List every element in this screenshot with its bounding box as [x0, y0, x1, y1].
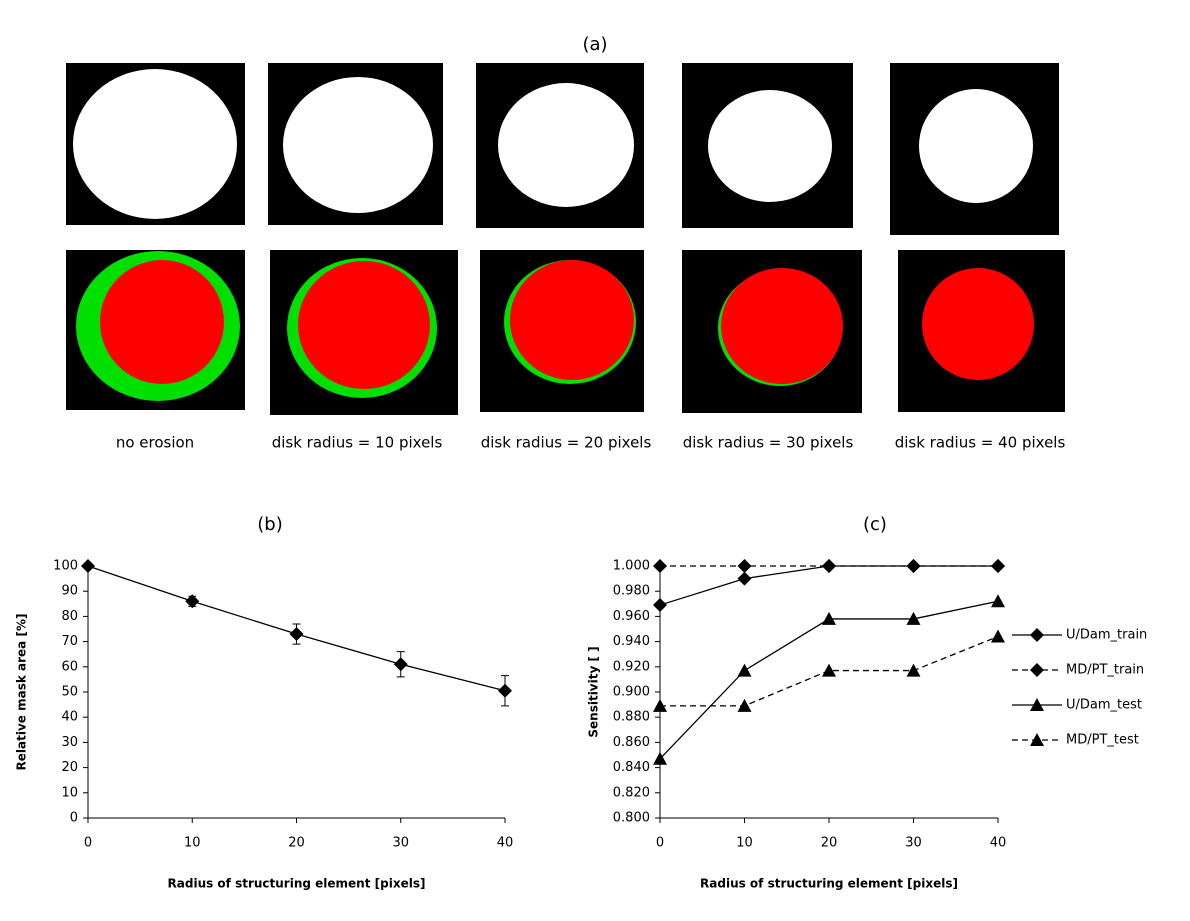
marker [81, 559, 95, 573]
y-tick-label: 10 [61, 785, 78, 800]
caption: disk radius = 20 pixels [481, 434, 652, 452]
marker [653, 598, 667, 612]
y-tick-label: 50 [61, 685, 78, 700]
y-tick-label: 20 [61, 760, 78, 775]
marker [185, 594, 199, 608]
x-tick-label: 40 [990, 836, 1007, 851]
y-tick-label: 60 [61, 659, 78, 674]
x-tick-label: 30 [392, 836, 409, 851]
marker [738, 559, 752, 573]
y-tick-label: 0.800 [613, 811, 650, 826]
chart-title: (c) [863, 514, 887, 535]
y-tick-label: 30 [61, 735, 78, 750]
y-tick-label: 100 [53, 559, 78, 574]
caption: disk radius = 10 pixels [272, 434, 443, 452]
mask [721, 268, 843, 384]
x-tick-label: 10 [736, 836, 753, 851]
x-tick-label: 10 [184, 836, 201, 851]
mask [73, 69, 237, 219]
y-tick-label: 0.980 [613, 584, 650, 599]
y-axis-label: Relative mask area [%] [15, 614, 29, 771]
marker [290, 627, 304, 641]
mask [498, 83, 634, 207]
marker [822, 559, 836, 573]
figure: (a) no erosion disk radius = 10 pixels dis… [0, 0, 1190, 921]
y-tick-label: 0.940 [613, 634, 650, 649]
y-tick-label: 90 [61, 584, 78, 599]
y-tick-label: 0.920 [613, 659, 650, 674]
marker [653, 559, 667, 573]
x-tick-label: 30 [905, 836, 922, 851]
x-axis-label: Radius of structuring element [pixels] [700, 877, 958, 891]
y-tick-label: 0.860 [613, 735, 650, 750]
marker [498, 684, 512, 698]
mask [298, 261, 430, 389]
marker [991, 559, 1005, 573]
chart-title: (b) [257, 514, 282, 535]
y-tick-label: 80 [61, 609, 78, 624]
panel-label: (a) [582, 34, 607, 55]
x-tick-label: 40 [497, 836, 514, 851]
marker [991, 594, 1005, 607]
x-tick-label: 0 [84, 836, 92, 851]
y-tick-label: 70 [61, 634, 78, 649]
caption: no erosion [116, 434, 194, 452]
caption: disk radius = 40 pixels [895, 434, 1066, 452]
legend-label: MD/PT_test [1066, 733, 1139, 748]
y-tick-label: 0.880 [613, 710, 650, 725]
y-tick-label: 0 [70, 811, 78, 826]
marker [738, 699, 752, 712]
marker [738, 664, 752, 677]
x-axis-label: Radius of structuring element [pixels] [168, 877, 426, 891]
mask [922, 268, 1034, 380]
marker [1030, 628, 1044, 642]
x-tick-label: 20 [821, 836, 838, 851]
y-tick-label: 0.820 [613, 785, 650, 800]
legend-label: MD/PT_train [1066, 663, 1144, 678]
marker [1030, 663, 1044, 677]
y-axis-label: Sensitivity [ ] [587, 646, 601, 737]
x-tick-label: 20 [288, 836, 305, 851]
mask [919, 89, 1033, 203]
y-tick-label: 40 [61, 710, 78, 725]
y-tick-label: 0.840 [613, 760, 650, 775]
mask [100, 260, 224, 384]
marker [991, 630, 1005, 643]
mask [708, 90, 832, 202]
mask-images [66, 63, 1065, 415]
marker [738, 572, 752, 586]
legend-label: U/Dam_train [1066, 628, 1147, 643]
mask [510, 260, 634, 380]
marker [394, 657, 408, 671]
marker [907, 559, 921, 573]
mask [283, 77, 433, 213]
y-tick-label: 0.960 [613, 609, 650, 624]
caption: disk radius = 30 pixels [683, 434, 854, 452]
y-tick-label: 1.000 [613, 559, 650, 574]
legend-label: U/Dam_test [1066, 698, 1142, 713]
y-tick-label: 0.900 [613, 685, 650, 700]
x-tick-label: 0 [656, 836, 664, 851]
